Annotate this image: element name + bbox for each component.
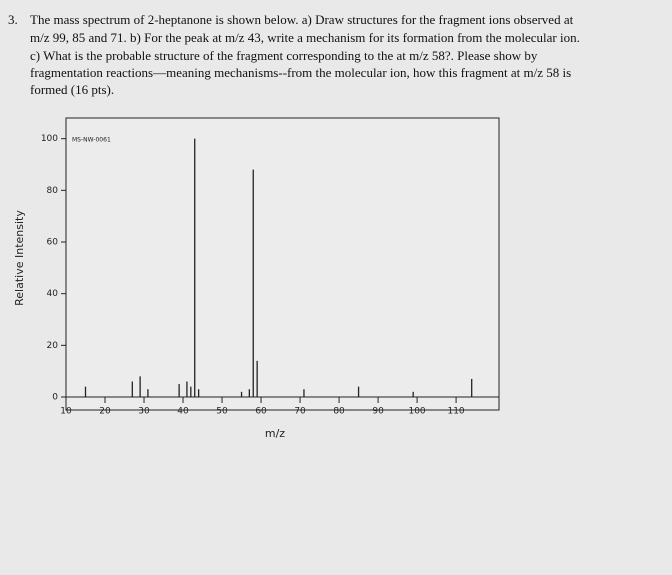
x-tick-label: 70	[294, 407, 306, 417]
x-tick-label: 40	[177, 407, 189, 417]
x-tick-label: 110	[447, 407, 464, 417]
x-tick-label: 30	[138, 407, 150, 417]
x-tick-label: 100	[408, 407, 425, 417]
y-tick-label: 80	[47, 186, 59, 196]
y-tick-label: 40	[47, 289, 59, 299]
x-tick-label: 80	[333, 407, 345, 417]
y-tick-label: 0	[52, 393, 58, 403]
question-line: fragmentation reactions—meaning mechanis…	[30, 65, 572, 80]
y-tick-label: 20	[47, 341, 59, 351]
y-tick-label: 100	[41, 134, 58, 144]
question-line: m/z 99, 85 and 71. b) For the peak at m/…	[30, 30, 580, 45]
x-tick-label: 20	[99, 407, 111, 417]
y-tick-label: 60	[47, 238, 59, 248]
x-tick-label: 10	[60, 407, 72, 417]
x-tick-label: 90	[372, 407, 384, 417]
question-line: c) What is the probable structure of the…	[30, 48, 538, 63]
question-line: formed (16 pts).	[30, 82, 115, 97]
question-number: 3.	[8, 12, 18, 27]
x-tick-label: 60	[255, 407, 267, 417]
y-axis-label: Relative Intensity	[13, 210, 26, 306]
annotation: MS-NW-0061	[72, 137, 111, 144]
question-line: The mass spectrum of 2-heptanone is show…	[30, 12, 574, 27]
plot-frame	[65, 117, 500, 411]
x-axis-label: m/z	[265, 427, 285, 440]
x-tick-label: 50	[216, 407, 228, 417]
